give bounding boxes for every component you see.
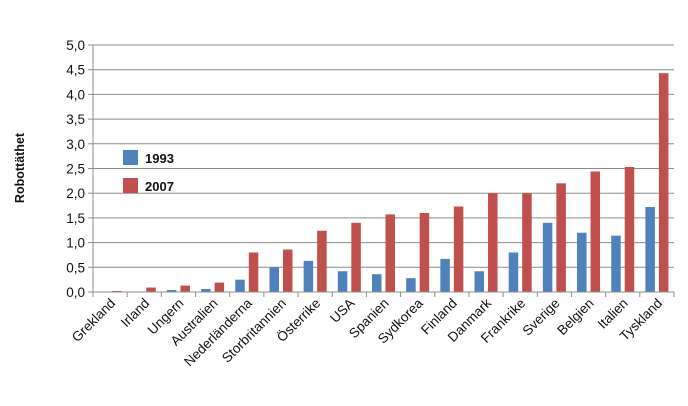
bar-1993-Tyskland [645,207,655,292]
bar-2007-Nederländerna [248,252,259,292]
bar-1993-Österrike [303,260,314,292]
bar-1993-Finland [440,258,450,292]
bar-2007-Ungern [180,285,190,292]
bar-2007-Sverige [556,183,566,292]
y-tick-label: 4,0 [66,87,85,102]
bar-1993-Ungern [166,290,177,292]
bar-1993-Danmark [474,271,485,292]
x-axis-categories: Grekland IrlandUngernAustralienNederlände… [69,295,665,369]
y-tick-label: 5,0 [66,38,85,53]
bar-2007-USA [351,222,361,292]
bar-2007-Spanien [385,214,395,292]
bar-1993-USA [337,271,348,292]
legend: 1993 2007 [123,150,174,194]
bar-1993-Frankrike [508,252,519,292]
legend-label-2007: 2007 [145,179,174,194]
bar-1993-Italien [611,235,621,292]
legend-label-1993: 1993 [145,151,174,166]
bar-2007-Sydkorea [419,212,430,292]
bar-2007-Storbritannien [282,249,293,292]
bar-1993-Sverige [542,222,553,292]
bar-2007-Irland [146,287,156,292]
y-tick-label: 3,0 [66,137,85,152]
legend-swatch-1993 [123,150,138,165]
bar-2007-Frankrike [522,193,532,292]
y-tick-label: 3,5 [66,112,85,127]
y-tick-label: 2,5 [66,162,85,177]
bar-1993-Belgien [577,232,587,292]
bar-1993-Spanien [372,274,382,292]
y-tick-label: 0,5 [66,260,85,275]
y-axis-ticks: 0,0 0,5 1,0 1,5 2,0 2,5 3,0 3,5 4,0 4,5 5,0 [66,38,93,300]
x-category-label: USA [327,296,357,326]
bar-2007-Österrike [317,230,327,292]
bar-1993-Nederländerna [235,279,245,292]
bar-1993-Sydkorea [406,278,416,292]
bar-2007-Tyskland [658,73,669,293]
bar-2007-Danmark [488,193,498,292]
bar-2007-Finland [453,206,464,292]
bar-1993-Storbritannien [269,267,279,292]
y-tick-label: 4,5 [66,63,85,78]
y-tick-label: 1,0 [66,236,85,251]
y-tick-label: 1,5 [66,211,85,226]
bars [112,73,669,293]
bar-2007-Australien [214,282,225,292]
y-tick-label: 2,0 [66,186,85,201]
axes [92,45,675,297]
legend-swatch-2007 [123,178,138,193]
x-category-label: Grekland [69,296,118,345]
y-tick-label: 0,0 [66,285,85,300]
bar-1993-Australien [201,289,211,292]
bar-2007-Belgien [590,171,601,292]
x-category-label: Belgien [554,296,596,338]
gridlines [93,44,674,268]
bar-2007-Italien [624,167,635,292]
y-axis-label: Robottäthet [13,132,27,203]
x-category-label: Sverige [520,296,563,339]
